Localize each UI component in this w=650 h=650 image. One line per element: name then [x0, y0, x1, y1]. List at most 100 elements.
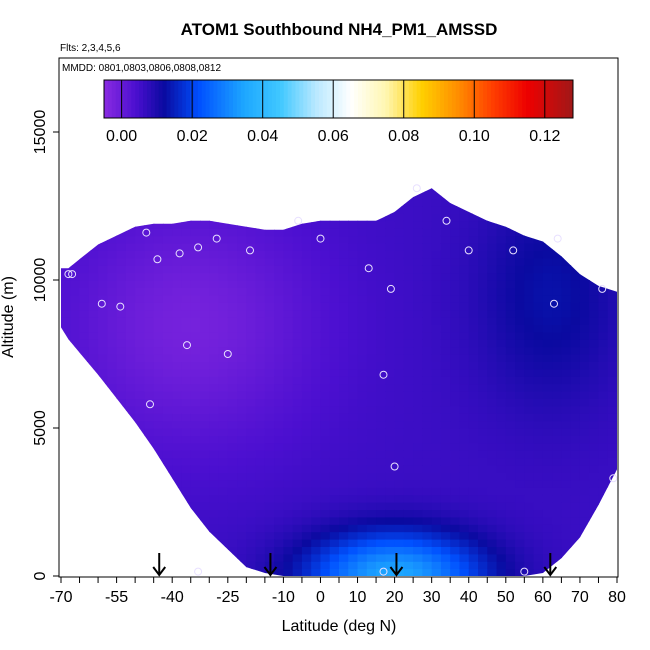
field-cell	[459, 516, 470, 525]
field-cell	[570, 472, 581, 481]
field-cell	[88, 243, 99, 251]
field-cell	[70, 516, 81, 525]
field-cell	[561, 457, 572, 466]
field-cell	[88, 413, 99, 422]
field-cell	[70, 220, 81, 229]
field-cell	[301, 309, 312, 318]
field-cell	[459, 198, 470, 207]
field-cell	[283, 509, 294, 518]
field-cell	[209, 531, 220, 540]
sample-point	[97, 299, 106, 308]
field-cell	[478, 509, 488, 518]
field-cell	[403, 405, 414, 414]
field-cell	[505, 257, 516, 266]
field-cell	[431, 487, 442, 496]
field-cell	[579, 531, 590, 540]
field-cell	[579, 435, 590, 444]
field-cell	[496, 435, 507, 444]
field-cell	[88, 561, 99, 570]
field-cell	[542, 220, 553, 229]
field-cell	[181, 450, 192, 459]
field-cell	[153, 502, 164, 510]
field-cell	[598, 176, 608, 184]
field-cell	[329, 457, 340, 466]
x-tick-label: 10	[349, 589, 367, 606]
field-cell	[181, 561, 192, 570]
field-cell	[292, 435, 303, 444]
field-cell	[237, 206, 247, 214]
field-cell	[172, 213, 183, 222]
field-cell	[264, 472, 275, 481]
field-cell	[413, 539, 423, 547]
field-cell	[79, 257, 90, 266]
field-cell	[607, 354, 617, 362]
field-cell	[172, 487, 183, 496]
field-cell	[88, 539, 99, 547]
field-cell	[209, 450, 220, 459]
field-cell	[255, 391, 266, 399]
field-cell	[125, 442, 136, 451]
field-cell	[246, 188, 257, 192]
field-cell	[61, 250, 71, 259]
field-cell	[172, 531, 183, 540]
field-cell	[329, 420, 340, 429]
field-cell	[570, 324, 581, 333]
field-cell	[274, 280, 284, 288]
field-cell	[515, 243, 525, 251]
field-cell	[542, 376, 553, 385]
field-cell	[598, 487, 609, 496]
field-cell	[311, 280, 322, 288]
field-cell	[496, 220, 507, 229]
field-cell	[237, 442, 247, 451]
field-cell	[570, 428, 581, 436]
field-cell	[218, 465, 229, 473]
field-cell	[496, 383, 507, 392]
field-cell	[227, 331, 238, 340]
field-cell	[598, 398, 609, 407]
field-cell	[329, 235, 340, 244]
field-cell	[589, 413, 600, 422]
field-cell	[209, 561, 220, 570]
field-cell	[162, 383, 173, 392]
field-cell	[181, 457, 192, 466]
field-cell	[209, 494, 220, 503]
field-cell	[200, 280, 210, 288]
field-cell	[561, 250, 572, 259]
field-cell	[496, 472, 507, 481]
field-cell	[283, 220, 294, 229]
field-cell	[422, 302, 433, 311]
field-cell	[190, 368, 201, 377]
field-cell	[264, 413, 275, 422]
field-cell	[348, 546, 359, 555]
field-cell	[422, 561, 433, 570]
field-cell	[450, 383, 461, 392]
field-cell	[533, 435, 544, 444]
field-cell	[162, 531, 173, 540]
colorbar-segment	[424, 80, 429, 118]
field-cell	[162, 213, 173, 222]
field-cell	[181, 257, 192, 266]
field-cell	[570, 331, 581, 340]
field-cell	[190, 361, 201, 370]
field-cell	[533, 309, 544, 318]
field-cell	[79, 280, 90, 288]
field-cell	[135, 465, 145, 473]
field-cell	[570, 450, 581, 459]
field-cell	[607, 391, 617, 399]
field-cell	[524, 354, 535, 362]
field-cell	[88, 568, 99, 576]
field-cell	[274, 524, 284, 533]
field-cell	[125, 339, 136, 348]
field-cell	[246, 435, 257, 444]
field-cell	[190, 265, 201, 274]
field-cell	[237, 539, 247, 547]
field-cell	[320, 435, 331, 444]
field-cell	[413, 405, 423, 414]
field-cell	[107, 228, 118, 237]
field-cell	[107, 442, 118, 451]
field-cell	[135, 368, 145, 377]
field-cell	[153, 287, 164, 296]
field-cell	[162, 487, 173, 496]
field-cell	[459, 317, 470, 325]
field-cell	[403, 198, 414, 207]
